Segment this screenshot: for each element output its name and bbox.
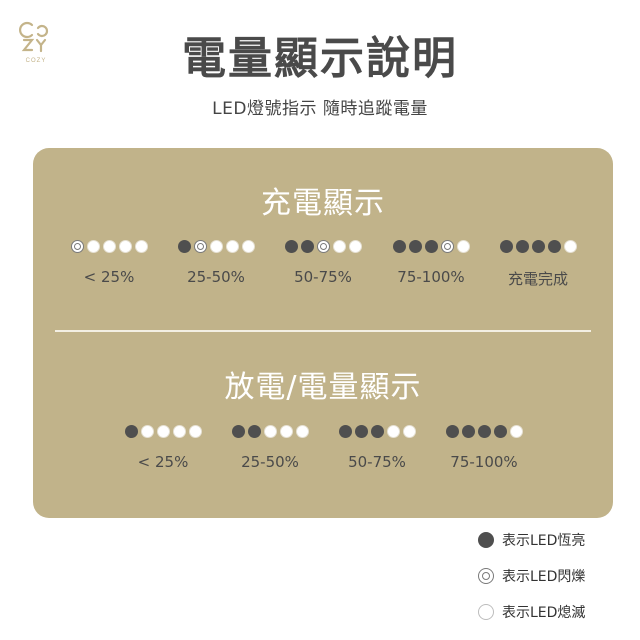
led-on-icon <box>424 240 438 253</box>
charging-section-title: 充電顯示 <box>261 186 385 221</box>
page-subtitle: LED燈號指示 隨時追蹤電量 <box>212 99 428 119</box>
charging-group: 75-100% <box>381 240 481 286</box>
discharging-section-title: 放電/電量顯示 <box>224 370 422 405</box>
led-off-icon <box>563 240 577 253</box>
charging-group: 25-50% <box>166 240 266 286</box>
legend-label: 表示LED閃爍 <box>502 569 586 585</box>
group-label: 75-100% <box>397 268 465 286</box>
group-label: 50-75% <box>348 453 406 471</box>
charging-group: 50-75% <box>273 240 373 286</box>
group-label: 充電完成 <box>507 270 568 288</box>
led-dots <box>166 240 266 256</box>
brand-logo-text: COZY <box>25 58 47 64</box>
led-on-icon <box>531 240 545 253</box>
led-dots <box>488 240 588 256</box>
led-off-icon <box>156 425 170 438</box>
led-off-icon <box>118 240 132 253</box>
group-label: 25-50% <box>187 268 245 286</box>
battery-indicator-panel: 充電顯示 < 25% 25-50% 50-75% 75-100% 充電完成 放電/電量顯… <box>33 148 613 518</box>
led-off-icon <box>478 604 494 620</box>
led-off-icon <box>386 425 400 438</box>
discharging-group: < 25% <box>113 425 213 471</box>
led-on-icon <box>392 240 406 253</box>
led-off-icon <box>86 240 100 253</box>
section-divider <box>55 330 591 332</box>
legend-item-on: 表示LED恆亮 <box>478 530 585 550</box>
legend-item-blink: 表示LED閃爍 <box>478 566 585 586</box>
led-off-icon <box>456 240 470 253</box>
led-off-icon <box>279 425 293 438</box>
led-off-icon <box>225 240 239 253</box>
led-on-icon <box>445 425 459 438</box>
led-blink-icon <box>193 240 207 253</box>
led-dots <box>59 240 159 256</box>
led-off-icon <box>332 240 346 253</box>
led-off-icon <box>509 425 523 438</box>
led-off-icon <box>134 240 148 253</box>
led-on-icon <box>231 425 245 438</box>
led-on-icon <box>338 425 352 438</box>
charging-group: 充電完成 <box>488 240 588 289</box>
led-off-icon <box>295 425 309 438</box>
led-on-icon <box>478 532 494 548</box>
led-off-icon <box>172 425 186 438</box>
led-on-icon <box>284 240 298 253</box>
led-on-icon <box>499 240 513 253</box>
led-on-icon <box>247 425 261 438</box>
led-on-icon <box>300 240 314 253</box>
led-off-icon <box>263 425 277 438</box>
discharging-group: 50-75% <box>327 425 427 471</box>
led-dots <box>327 425 427 441</box>
led-off-icon <box>209 240 223 253</box>
led-legend: 表示LED恆亮 表示LED閃爍 表示LED熄滅 <box>478 530 585 638</box>
charging-group: < 25% <box>59 240 159 286</box>
led-dots <box>434 425 534 441</box>
led-dots <box>381 240 481 256</box>
led-blink-icon <box>440 240 454 253</box>
group-label: 75-100% <box>450 453 518 471</box>
group-label: 25-50% <box>241 453 299 471</box>
led-dots <box>273 240 373 256</box>
led-blink-icon <box>70 240 84 253</box>
led-on-icon <box>461 425 475 438</box>
cozy-logo-icon <box>19 21 49 53</box>
brand-logo: COZY <box>16 18 56 74</box>
discharging-group: 25-50% <box>220 425 320 471</box>
led-off-icon <box>402 425 416 438</box>
led-off-icon <box>348 240 362 253</box>
led-on-icon <box>370 425 384 438</box>
legend-label: 表示LED恆亮 <box>502 533 586 549</box>
led-on-icon <box>408 240 422 253</box>
legend-label: 表示LED熄滅 <box>502 605 586 621</box>
led-on-icon <box>547 240 561 253</box>
led-blink-icon <box>316 240 330 253</box>
led-off-icon <box>188 425 202 438</box>
led-dots <box>113 425 213 441</box>
led-off-icon <box>102 240 116 253</box>
led-blink-icon <box>478 568 494 584</box>
led-off-icon <box>241 240 255 253</box>
led-on-icon <box>515 240 529 253</box>
led-on-icon <box>493 425 507 438</box>
page-title: 電量顯示說明 <box>182 33 458 84</box>
discharging-group: 75-100% <box>434 425 534 471</box>
led-on-icon <box>354 425 368 438</box>
legend-item-off: 表示LED熄滅 <box>478 602 585 622</box>
group-label: 50-75% <box>294 268 352 286</box>
led-on-icon <box>177 240 191 253</box>
led-on-icon <box>124 425 138 438</box>
led-dots <box>220 425 320 441</box>
group-label: < 25% <box>137 453 189 471</box>
led-on-icon <box>477 425 491 438</box>
group-label: < 25% <box>83 268 135 286</box>
led-off-icon <box>140 425 154 438</box>
